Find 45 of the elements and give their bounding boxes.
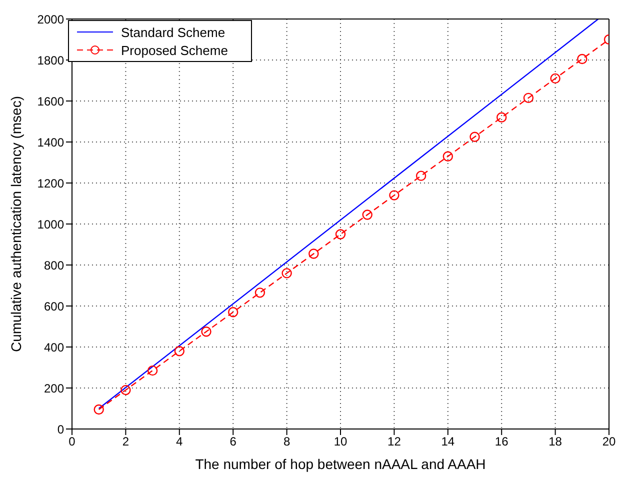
point	[496, 112, 507, 122]
x-tick-label: 2	[122, 434, 130, 449]
x-tick-label: 4	[176, 434, 184, 449]
point	[282, 268, 292, 278]
y-tick-label: 1000	[37, 217, 64, 232]
x-tick-label: 0	[68, 434, 76, 449]
point	[416, 170, 426, 181]
x-tick-label: 6	[230, 434, 237, 449]
x-axis-title: The number of hop between nAAAL and AAAH	[195, 456, 486, 472]
x-tick-label: 14	[441, 434, 455, 449]
point	[147, 365, 158, 376]
legend-label: Proposed Scheme	[121, 42, 228, 58]
y-axis-title: Cumulative authentication latency (msec)	[8, 96, 24, 352]
y-tick-label: 400	[44, 340, 64, 354]
point	[201, 326, 212, 337]
y-tick-label: 1800	[37, 53, 64, 68]
y-tick-label: 1600	[37, 94, 64, 108]
point	[335, 229, 346, 240]
x-tick-label: 16	[494, 434, 509, 449]
point	[228, 307, 238, 318]
x-tick-label: 18	[548, 434, 562, 449]
point	[362, 210, 372, 220]
point	[550, 73, 560, 84]
x-tick-label: 8	[283, 434, 290, 449]
x-tick-label: 20	[602, 434, 616, 449]
y-tick-label: 2000	[37, 12, 64, 26]
y-tick-label: 200	[44, 381, 64, 396]
y-tick-label: 1400	[37, 135, 64, 150]
point	[470, 132, 480, 142]
y-tick-label: 1200	[37, 176, 64, 190]
point	[577, 54, 588, 64]
point	[389, 190, 400, 200]
y-tick-label: 0	[57, 422, 64, 436]
point	[94, 404, 104, 415]
y-tick-label: 600	[44, 299, 64, 314]
point	[254, 288, 266, 298]
point	[523, 92, 534, 104]
point	[308, 248, 319, 259]
point	[120, 384, 131, 396]
point	[174, 346, 184, 356]
legend-label: Standard Scheme	[121, 24, 226, 40]
point	[442, 151, 453, 162]
x-tick-label: 12	[388, 434, 402, 449]
x-tick-label: 10	[334, 434, 348, 449]
y-tick-label: 800	[44, 258, 64, 272]
